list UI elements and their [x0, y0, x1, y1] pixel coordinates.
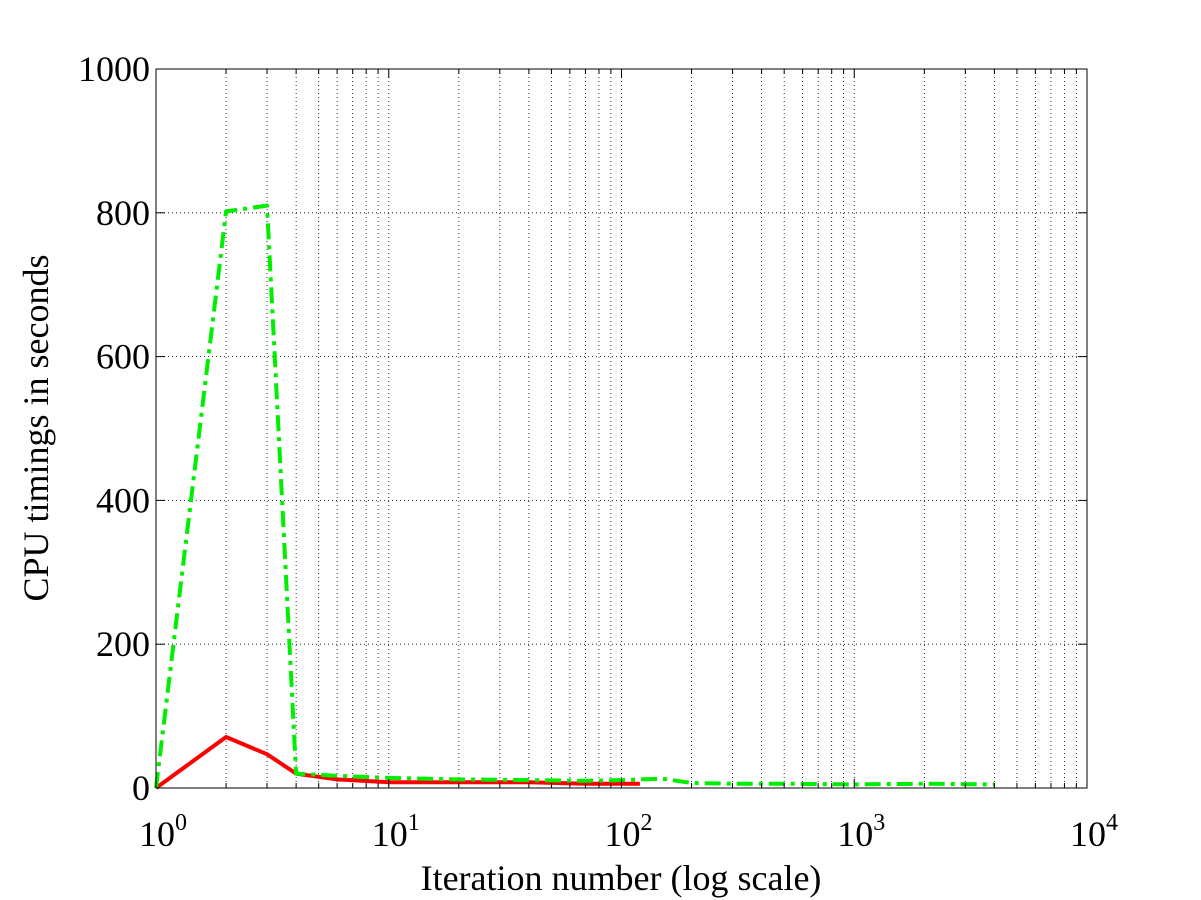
y-tick-label: 800	[96, 193, 150, 233]
series-line-2	[154, 203, 995, 789]
y-tick-label: 400	[96, 480, 150, 520]
data-series	[154, 203, 995, 790]
series-line-1	[154, 735, 640, 790]
y-tick-label: 0	[132, 768, 150, 808]
x-tick-label: 104	[1070, 810, 1118, 854]
axis-ticks	[155, 68, 1087, 789]
x-tick-label: 103	[837, 810, 885, 854]
y-tick-label: 600	[96, 337, 150, 377]
y-axis-title: CPU timings in seconds	[16, 254, 56, 601]
x-tick-label: 102	[605, 810, 653, 854]
tick-labels: 0 200 400 600 800 1000 100 101 102 103 104	[78, 49, 1118, 854]
x-axis-title: Iteration number (log scale)	[421, 858, 822, 898]
y-tick-label: 1000	[78, 49, 150, 89]
y-tick-label: 200	[96, 624, 150, 664]
x-tick-label: 100	[139, 810, 187, 854]
x-tick-label: 101	[372, 810, 420, 854]
